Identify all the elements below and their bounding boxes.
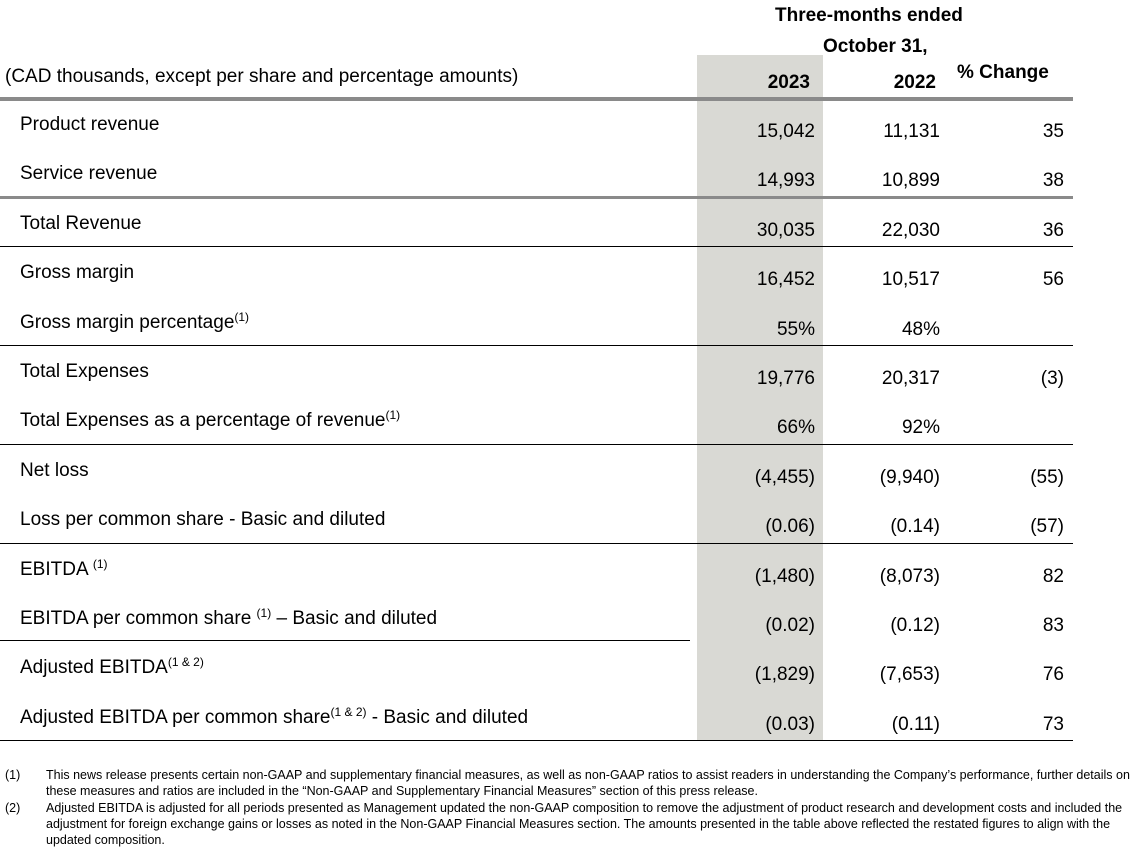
value-2023: (1,480) — [754, 565, 815, 587]
table-bottom-rule — [0, 740, 1073, 741]
value-2022: 10,899 — [881, 170, 940, 192]
row-label-text: Total Expenses as a percentage of revenu… — [20, 410, 386, 432]
row-label-text: Gross margin percentage — [20, 311, 235, 333]
row-label: EBITDA per common share (1) – Basic and … — [20, 606, 438, 630]
value-change: 56 — [1042, 269, 1064, 291]
footnote-ref: (1 & 2) — [167, 655, 204, 670]
row-divider — [0, 543, 1073, 544]
row-label-text: Total Revenue — [20, 212, 142, 234]
row-label: Gross margin percentage(1) — [20, 309, 250, 334]
value-change: 82 — [1042, 565, 1064, 587]
col-header-2022: 2022 — [893, 72, 936, 93]
row-label: Service revenue — [20, 163, 157, 185]
row-label: Net loss — [20, 460, 89, 482]
row-label: Gross margin — [20, 262, 134, 284]
row-label-text: Service revenue — [20, 163, 158, 185]
row-label-text: Total Expenses — [20, 361, 149, 382]
row-label: Adjusted EBITDA(1 & 2) — [20, 655, 204, 679]
footnote-ref: (1) — [92, 556, 108, 571]
value-change: (57) — [1030, 516, 1064, 538]
value-change: 73 — [1042, 713, 1064, 735]
value-change: 35 — [1042, 121, 1064, 142]
value-2023: (0.03) — [765, 713, 815, 735]
value-2022: (8,073) — [879, 565, 940, 587]
row-divider — [0, 444, 1073, 445]
value-2022: 10,517 — [881, 269, 940, 291]
revenue-subtotal-rule — [0, 196, 1073, 199]
row-label-text: Net loss — [20, 459, 89, 481]
footnote-text: Adjusted EBITDA is adjusted for all peri… — [46, 801, 1123, 847]
row-divider — [0, 345, 1073, 346]
value-change: 83 — [1042, 615, 1064, 636]
value-2023: 16,452 — [756, 269, 815, 291]
row-label: Product revenue — [20, 114, 159, 136]
footnote-ref: (1) — [385, 408, 401, 423]
period-date: October 31, — [823, 36, 928, 57]
col-header-2023: 2023 — [767, 72, 810, 93]
value-change: 38 — [1042, 170, 1064, 192]
value-2022: (7,653) — [879, 664, 940, 686]
value-2022: 20,317 — [881, 368, 940, 389]
value-2022: (0.11) — [891, 713, 940, 735]
current-year-column-shade — [697, 55, 823, 740]
header-rule — [0, 97, 1073, 101]
period-heading: Three-months ended — [775, 5, 963, 26]
row-label: EBITDA (1) — [20, 556, 108, 581]
value-2022: 22,030 — [881, 219, 940, 241]
footnote-text: This news release presents certain non-G… — [46, 768, 1130, 798]
value-2023: (0.06) — [765, 516, 815, 538]
row-label: Loss per common share - Basic and dilute… — [20, 509, 385, 531]
row-label-text: Adjusted EBITDA — [20, 657, 168, 679]
footnote-number: (2) — [5, 801, 21, 815]
value-2023: 66% — [776, 417, 815, 439]
row-divider — [0, 640, 690, 641]
footnote-ref: (1) — [234, 309, 250, 324]
row-label-text: EBITDA per common share — [20, 608, 257, 629]
value-change: 76 — [1042, 664, 1064, 686]
col-header-change: % Change — [957, 62, 1049, 83]
row-label: Total Revenue — [20, 213, 141, 235]
value-2023: (4,455) — [754, 466, 815, 488]
row-label-suffix: – Basic and diluted — [271, 608, 438, 629]
units-note: (CAD thousands, except per share and per… — [5, 66, 519, 87]
value-2023: (0.02) — [765, 615, 815, 636]
row-label-text: EBITDA — [20, 558, 93, 580]
value-change: 36 — [1042, 219, 1064, 241]
value-2022: 92% — [901, 417, 940, 439]
value-2022: 11,131 — [883, 121, 940, 142]
row-label: Total Expenses as a percentage of revenu… — [20, 408, 401, 432]
value-2023: 30,035 — [756, 219, 815, 241]
row-label: Total Expenses — [20, 361, 149, 383]
footnote-ref: (1 & 2) — [330, 704, 367, 719]
footnote-ref: (1) — [256, 606, 272, 620]
value-2022: (0.12) — [890, 615, 940, 636]
value-2023: 19,776 — [756, 368, 815, 389]
value-2022: (9,940) — [879, 466, 940, 488]
row-label-text: Product revenue — [20, 114, 160, 135]
value-2023: 15,042 — [756, 121, 815, 142]
row-label: Adjusted EBITDA per common share(1 & 2) … — [20, 704, 529, 729]
value-2022: (0.14) — [890, 516, 940, 538]
value-change: (3) — [1040, 368, 1064, 389]
value-2023: (1,829) — [754, 664, 815, 686]
footnote-number: (1) — [5, 768, 21, 782]
row-label-text: Adjusted EBITDA per common share — [20, 706, 331, 728]
value-2023: 14,993 — [756, 170, 815, 192]
row-label-text: Loss per common share - Basic and dilute… — [20, 509, 386, 531]
row-label-text: Gross margin — [20, 262, 135, 284]
value-change: (55) — [1030, 466, 1064, 488]
value-2022: 48% — [901, 318, 940, 340]
value-2023: 55% — [776, 318, 815, 340]
row-label-suffix: - Basic and diluted — [366, 706, 529, 728]
row-divider — [0, 246, 1073, 247]
